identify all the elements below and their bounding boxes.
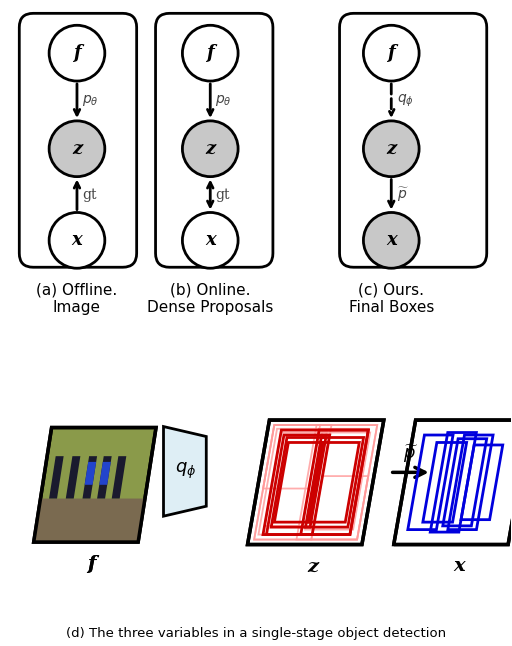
Polygon shape bbox=[34, 428, 156, 542]
Text: gt: gt bbox=[82, 187, 96, 202]
Circle shape bbox=[182, 213, 238, 268]
Text: z: z bbox=[72, 140, 82, 158]
Polygon shape bbox=[66, 456, 80, 499]
Text: (d) The three variables in a single-stage object detection: (d) The three variables in a single-stag… bbox=[66, 627, 446, 640]
Text: f: f bbox=[206, 44, 214, 62]
Text: x: x bbox=[453, 557, 465, 576]
Text: $q_\phi$: $q_\phi$ bbox=[175, 461, 196, 481]
Text: x: x bbox=[386, 231, 397, 249]
Text: x: x bbox=[205, 231, 216, 249]
Text: $p_\theta$: $p_\theta$ bbox=[82, 94, 99, 109]
Text: $p_\theta$: $p_\theta$ bbox=[215, 94, 232, 109]
Polygon shape bbox=[49, 456, 63, 499]
Text: z: z bbox=[386, 140, 396, 158]
Circle shape bbox=[364, 25, 419, 81]
Polygon shape bbox=[99, 462, 111, 484]
Circle shape bbox=[49, 213, 105, 268]
FancyBboxPatch shape bbox=[339, 14, 487, 267]
Text: f: f bbox=[87, 555, 95, 573]
Text: (a) Offline.: (a) Offline. bbox=[36, 282, 118, 297]
Circle shape bbox=[364, 121, 419, 176]
Text: z: z bbox=[307, 557, 318, 576]
Text: (b) Online.: (b) Online. bbox=[170, 282, 250, 297]
Text: f: f bbox=[388, 44, 395, 62]
Polygon shape bbox=[84, 462, 96, 484]
Circle shape bbox=[182, 121, 238, 176]
Text: gt: gt bbox=[215, 187, 230, 202]
FancyBboxPatch shape bbox=[156, 14, 273, 267]
Text: $\widetilde{p}$: $\widetilde{p}$ bbox=[397, 185, 409, 203]
Polygon shape bbox=[112, 456, 126, 499]
Text: (c) Ours.: (c) Ours. bbox=[358, 282, 424, 297]
Polygon shape bbox=[34, 499, 145, 542]
Text: f: f bbox=[87, 555, 95, 573]
Polygon shape bbox=[82, 456, 97, 499]
Text: z: z bbox=[205, 140, 216, 158]
Polygon shape bbox=[163, 426, 206, 516]
Text: Final Boxes: Final Boxes bbox=[349, 300, 434, 315]
Text: f: f bbox=[73, 44, 81, 62]
Circle shape bbox=[49, 121, 105, 176]
Circle shape bbox=[182, 25, 238, 81]
Circle shape bbox=[49, 25, 105, 81]
Polygon shape bbox=[97, 456, 112, 499]
Text: $q_\phi$: $q_\phi$ bbox=[397, 93, 414, 109]
Polygon shape bbox=[247, 420, 384, 545]
Polygon shape bbox=[394, 420, 512, 545]
Text: Image: Image bbox=[53, 300, 101, 315]
Circle shape bbox=[364, 213, 419, 268]
Text: x: x bbox=[72, 231, 82, 249]
Text: Dense Proposals: Dense Proposals bbox=[147, 300, 273, 315]
FancyBboxPatch shape bbox=[19, 14, 137, 267]
Text: $\widetilde{p}$: $\widetilde{p}$ bbox=[403, 443, 418, 465]
